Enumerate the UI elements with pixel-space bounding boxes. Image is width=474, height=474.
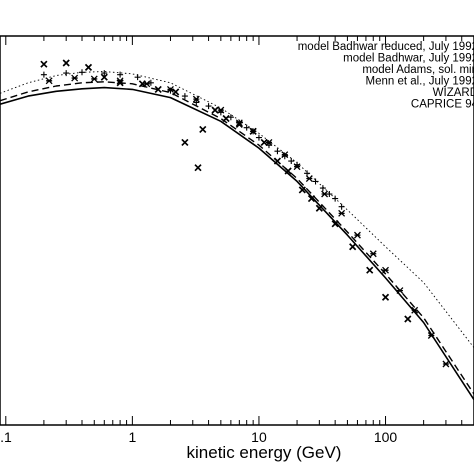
data-point (255, 134, 262, 141)
x-axis-label: kinetic energy (GeV) (187, 443, 342, 462)
data-point (338, 203, 345, 210)
data-point (321, 190, 329, 198)
data-point (71, 74, 79, 82)
data-point (205, 103, 212, 110)
data-point (100, 73, 108, 81)
data-point (194, 164, 202, 172)
data-point (442, 360, 450, 368)
data-point (63, 70, 70, 77)
data-point (235, 119, 243, 127)
data-point (101, 70, 108, 77)
data-point (298, 186, 306, 194)
data-point (404, 315, 412, 323)
data-point (222, 114, 230, 123)
legend-entry: model Adams, sol. min (362, 64, 474, 76)
data-point (338, 209, 346, 217)
data-point (62, 59, 70, 67)
data-point (147, 79, 154, 86)
data-point (181, 138, 189, 147)
x-tick-label: .1 (0, 429, 12, 445)
data-point (305, 175, 313, 182)
series-line (0, 81, 474, 395)
data-point (319, 185, 326, 192)
data-point (90, 75, 98, 83)
data-point (227, 114, 234, 121)
data-point (274, 148, 281, 155)
data-point (243, 124, 250, 131)
x-tick-label: 10 (251, 429, 267, 445)
data-point (117, 71, 124, 78)
data-point (40, 71, 47, 78)
data-point (349, 243, 357, 251)
data-point (265, 138, 273, 146)
data-point (217, 106, 225, 114)
data-point (411, 306, 419, 314)
data-point (192, 95, 200, 103)
data-point (353, 231, 361, 239)
data-point (312, 178, 319, 185)
data-point (45, 77, 53, 85)
data-point (284, 167, 292, 175)
data-point (143, 80, 151, 88)
data-point (40, 60, 48, 68)
data-point (304, 170, 311, 177)
data-point (382, 266, 389, 274)
legend-entry: Menn et al., July 1992 (365, 76, 474, 88)
data-point (307, 194, 316, 203)
data-point (249, 127, 257, 135)
x-tick-label: 1 (128, 429, 136, 445)
data-point (293, 163, 301, 171)
data-point (84, 63, 93, 71)
data-point (167, 85, 174, 93)
legend-entry: CAPRICE 94 (411, 99, 474, 111)
data-point (116, 77, 124, 85)
data-point (288, 158, 295, 165)
data-point (181, 93, 188, 100)
data-point (211, 106, 219, 114)
data-points (40, 59, 450, 368)
legend-entry: model Badhwar reduced, July 1992 (298, 41, 474, 53)
model-curves (0, 71, 474, 401)
series-line (0, 71, 474, 348)
x-tick-label: 100 (374, 429, 398, 445)
plot-frame (0, 35, 474, 426)
legend-entry: model Badhwar, July 1992 (343, 53, 474, 65)
data-point (369, 250, 377, 258)
data-point (172, 88, 180, 96)
data-point (199, 125, 207, 134)
axis-ticks (0, 36, 474, 425)
data-point (273, 157, 282, 165)
data-point (134, 74, 141, 81)
series-line (0, 86, 474, 401)
data-point (396, 287, 404, 295)
data-point (427, 332, 435, 339)
data-point (193, 99, 200, 106)
data-point (366, 266, 374, 274)
data-point (154, 85, 162, 94)
data-point (281, 151, 289, 159)
data-point (332, 195, 339, 202)
x-tick-labels: .1 1 10 100 (0, 429, 397, 445)
legend-entry: WIZARD (433, 87, 474, 99)
data-point (315, 204, 323, 212)
data-point (78, 69, 85, 76)
data-point (381, 293, 390, 301)
data-point (331, 220, 339, 228)
